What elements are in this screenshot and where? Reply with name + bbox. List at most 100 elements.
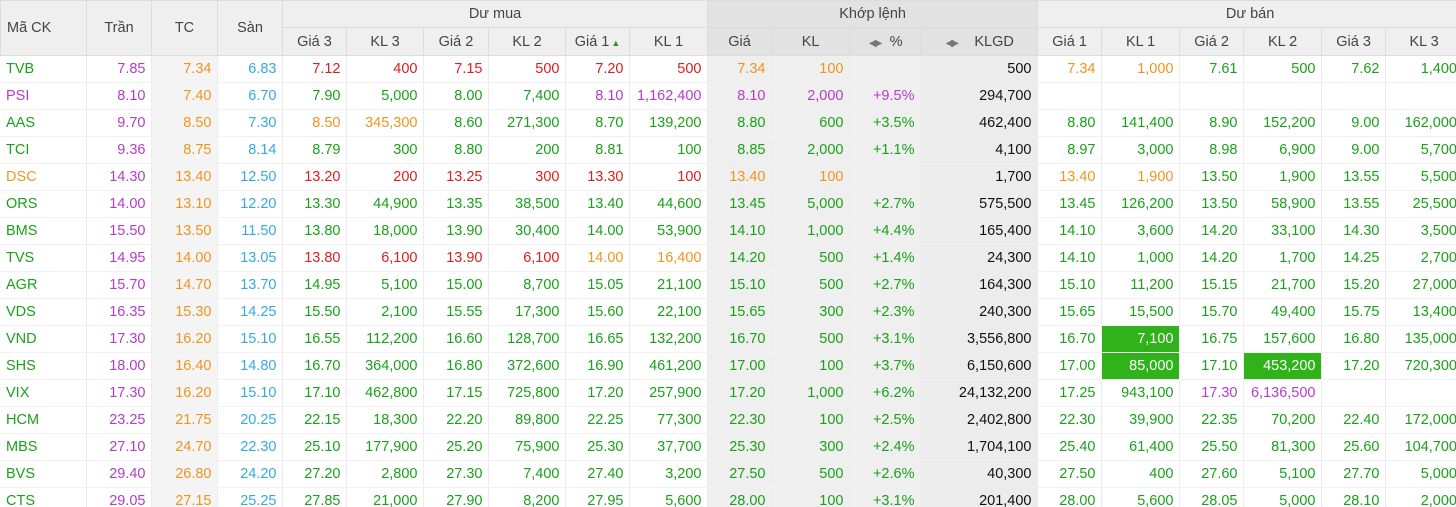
sell-vol-3-cell: 104,700 [1384, 433, 1456, 461]
buy-price-3-cell: 27.20 [281, 460, 346, 488]
symbol-cell[interactable]: SHS [0, 352, 86, 380]
table-row[interactable]: MBS 27.10 24.70 22.30 25.10 177,900 25.20 75,90… [0, 433, 1456, 461]
buy-price-3-cell: 22.15 [281, 406, 346, 434]
col-ceiling[interactable]: Trần [86, 0, 152, 56]
col-buy-price-2[interactable]: Giá 2 [423, 27, 489, 56]
sell-price-3-cell: 9.00 [1320, 136, 1385, 164]
symbol-cell[interactable]: TVS [0, 244, 86, 272]
match-price-cell: 25.30 [706, 433, 771, 461]
table-row[interactable]: VND 17.30 16.20 15.10 16.55 112,200 16.60 128,7… [0, 325, 1456, 353]
col-symbol[interactable]: Mã CK [0, 0, 87, 56]
col-total-vol[interactable]: ◀▶ KLGD [920, 27, 1039, 56]
col-match-price[interactable]: Giá [707, 27, 773, 56]
symbol-cell[interactable]: AAS [0, 109, 86, 137]
symbol-cell[interactable]: CTS [0, 487, 86, 507]
symbol-cell[interactable]: PSI [0, 82, 86, 110]
sell-price-1-cell: 16.70 [1036, 325, 1101, 353]
symbol-cell[interactable]: VIX [0, 379, 86, 407]
table-row[interactable]: CTS 29.05 27.15 25.25 27.85 21,000 27.90 8,200 2… [0, 487, 1456, 507]
col-change-pct[interactable]: ◀▶ % [849, 27, 922, 56]
sell-price-2-cell: 25.50 [1178, 433, 1243, 461]
col-total-vol-label: KLGD [974, 33, 1014, 50]
buy-price-2-cell: 16.60 [422, 325, 488, 353]
buy-vol-3-cell: 177,900 [345, 433, 423, 461]
col-buy-vol-1[interactable]: KL 1 [628, 27, 709, 56]
symbol-cell[interactable]: TCI [0, 136, 86, 164]
table-row[interactable]: SHS 18.00 16.40 14.80 16.70 364,000 16.80 372,6… [0, 352, 1456, 380]
symbol-cell[interactable]: DSC [0, 163, 86, 191]
col-match-vol[interactable]: KL [771, 27, 851, 56]
col-buy-vol-2[interactable]: KL 2 [488, 27, 566, 56]
ceiling-cell: 23.25 [85, 406, 151, 434]
change-pct-cell [848, 163, 920, 191]
symbol-cell[interactable]: BVS [0, 460, 86, 488]
sell-price-1-cell: 13.45 [1036, 190, 1101, 218]
sort-up-icon[interactable]: ▲ [611, 37, 621, 48]
table-row[interactable]: ORS 14.00 13.10 12.20 13.30 44,900 13.35 38,500… [0, 190, 1456, 218]
table-row[interactable]: AAS 9.70 8.50 7.30 8.50 345,300 8.60 271,300 8.7… [0, 109, 1456, 137]
col-sell-vol-2[interactable]: KL 2 [1243, 27, 1323, 56]
col-floor[interactable]: Sàn [217, 0, 283, 56]
table-row[interactable]: TVB 7.85 7.34 6.83 7.12 400 7.15 500 7.20 500 7.34… [0, 56, 1456, 83]
symbol-cell[interactable]: BMS [0, 217, 86, 245]
sell-price-1-cell: 25.40 [1036, 433, 1101, 461]
sell-vol-1-cell: 943,100 [1100, 379, 1179, 407]
col-sell-price-1[interactable]: Giá 1 [1037, 27, 1103, 56]
ceiling-cell: 18.00 [85, 352, 151, 380]
col-sell-price-2[interactable]: Giá 2 [1179, 27, 1245, 56]
sell-price-1-cell: 28.00 [1036, 487, 1101, 507]
table-row[interactable]: VDS 16.35 15.30 14.25 15.50 2,100 15.55 17,300 1… [0, 298, 1456, 326]
table-row[interactable]: TCI 9.36 8.75 8.14 8.79 300 8.80 200 8.81 100 8.85… [0, 136, 1456, 164]
change-pct-cell: +4.4% [848, 217, 920, 245]
buy-price-1-cell: 25.30 [564, 433, 629, 461]
sell-price-3-cell: 13.55 [1320, 163, 1385, 191]
buy-vol-3-cell: 21,000 [345, 487, 423, 507]
sell-vol-2-cell: 500 [1242, 56, 1321, 83]
symbol-cell[interactable]: TVB [0, 56, 86, 83]
buy-price-3-cell: 15.50 [281, 298, 346, 326]
col-buy-vol-3[interactable]: KL 3 [346, 27, 424, 56]
symbol-cell[interactable]: ORS [0, 190, 86, 218]
buy-vol-1-cell: 44,600 [628, 190, 707, 218]
toggle-arrows-icon[interactable]: ◀▶ [945, 37, 959, 49]
toggle-arrows-icon[interactable]: ◀▶ [868, 37, 882, 49]
buy-price-1-cell: 8.10 [564, 82, 629, 110]
col-buy-price-3[interactable]: Giá 3 [282, 27, 347, 56]
symbol-cell[interactable]: VDS [0, 298, 86, 326]
col-buy-price-1[interactable]: Giá 1 ▲ [565, 27, 630, 56]
ceiling-cell: 14.00 [85, 190, 151, 218]
table-row[interactable]: BMS 15.50 13.50 11.50 13.80 18,000 13.90 30,400… [0, 217, 1456, 245]
table-row[interactable]: TVS 14.95 14.00 13.05 13.80 6,100 13.90 6,100 14… [0, 244, 1456, 272]
sell-price-2-cell: 14.20 [1178, 244, 1243, 272]
col-sell-price-3[interactable]: Giá 3 [1321, 27, 1387, 56]
symbol-cell[interactable]: MBS [0, 433, 86, 461]
buy-price-3-cell: 13.80 [281, 217, 346, 245]
symbol-cell[interactable]: HCM [0, 406, 86, 434]
buy-vol-3-cell: 300 [345, 136, 423, 164]
table-row[interactable]: HCM 23.25 21.75 20.25 22.15 18,300 22.20 89,800… [0, 406, 1456, 434]
col-sell-vol-1[interactable]: KL 1 [1101, 27, 1181, 56]
table-row[interactable]: DSC 14.30 13.40 12.50 13.20 200 13.25 300 13.30 1… [0, 163, 1456, 191]
buy-price-2-cell: 17.15 [422, 379, 488, 407]
match-price-cell: 8.85 [706, 136, 771, 164]
symbol-cell[interactable]: VND [0, 325, 86, 353]
table-row[interactable]: BVS 29.40 26.80 24.20 27.20 2,800 27.30 7,400 27… [0, 460, 1456, 488]
col-sell-vol-3[interactable]: KL 3 [1385, 27, 1456, 56]
match-price-cell: 15.65 [706, 298, 771, 326]
change-pct-cell [848, 56, 920, 83]
reference-cell: 26.80 [150, 460, 217, 488]
sell-vol-3-cell: 5,500 [1384, 163, 1456, 191]
sell-vol-2-cell: 453,200 [1242, 352, 1321, 380]
symbol-cell[interactable]: AGR [0, 271, 86, 299]
table-row[interactable]: PSI 8.10 7.40 6.70 7.90 5,000 8.00 7,400 8.10 1,1… [0, 82, 1456, 110]
match-price-cell: 8.80 [706, 109, 771, 137]
table-row[interactable]: VIX 17.30 16.20 15.10 17.10 462,800 17.15 725,8… [0, 379, 1456, 407]
total-vol-cell: 164,300 [919, 271, 1037, 299]
table-row[interactable]: AGR 15.70 14.70 13.70 14.95 5,100 15.00 8,700 15… [0, 271, 1456, 299]
buy-price-1-cell: 15.60 [564, 298, 629, 326]
buy-vol-1-cell: 53,900 [628, 217, 707, 245]
col-reference[interactable]: TC [151, 0, 218, 56]
match-price-cell: 13.40 [706, 163, 771, 191]
buy-vol-2-cell: 500 [487, 56, 565, 83]
